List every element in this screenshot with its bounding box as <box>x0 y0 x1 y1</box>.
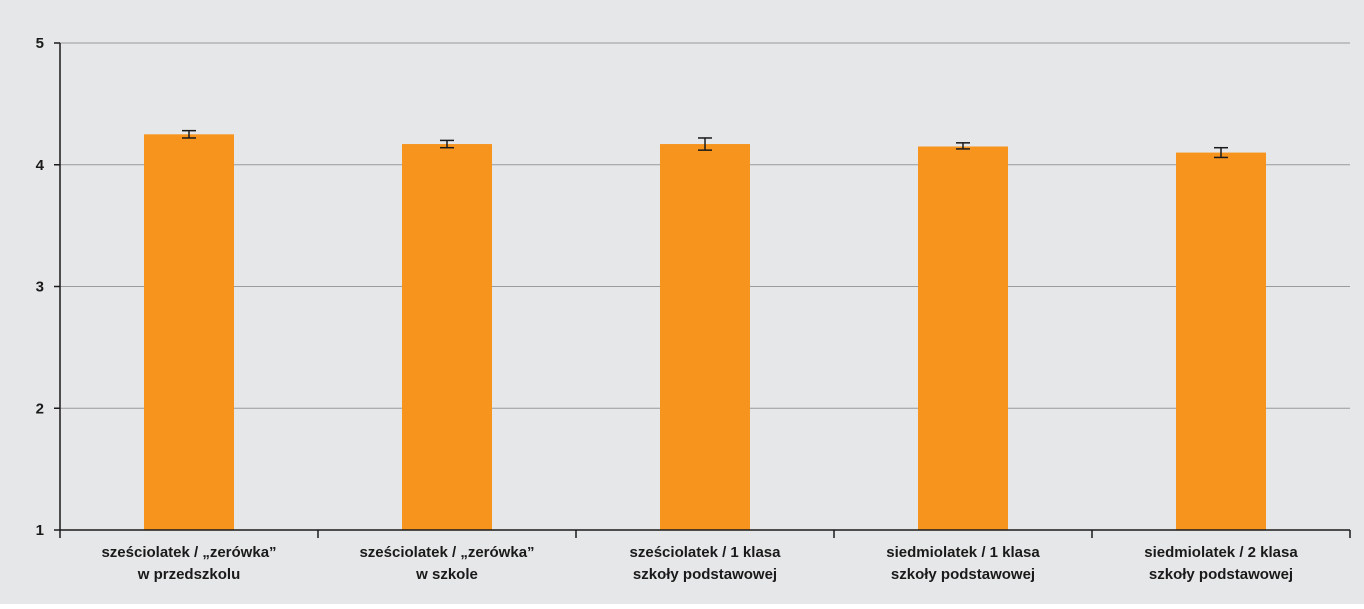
y-tick-label-2: 2 <box>36 400 44 417</box>
x-category-label-line: siedmiolatek / 1 klasa <box>886 544 1040 561</box>
y-tick-labels: 1 2 3 4 5 <box>36 35 45 539</box>
x-category-label-line: siedmiolatek / 2 klasa <box>1144 544 1298 561</box>
x-category-label-line: w szkole <box>415 566 478 583</box>
x-category-labels: sześciolatek / „zerówka” w przedszkolusze… <box>101 544 1298 583</box>
x-category-label-line: szkoły podstawowej <box>633 566 777 583</box>
y-tick-label-3: 3 <box>36 279 44 296</box>
y-tick-label-1: 1 <box>36 522 44 539</box>
x-category-label-2: sześciolatek / 1 klasa szkoły podstawowej <box>630 544 782 583</box>
axes <box>59 43 1351 538</box>
bar-1 <box>402 144 492 531</box>
y-tick-label-4: 4 <box>36 157 45 174</box>
x-category-label-0: sześciolatek / „zerówka” w przedszkolu <box>101 544 276 583</box>
x-category-label-3: siedmiolatek / 1 klasa szkoły podstawowej <box>886 544 1040 583</box>
x-category-label-line: w przedszkolu <box>137 566 241 583</box>
x-category-label-line: szkoły podstawowej <box>891 566 1035 583</box>
error-bars <box>182 129 1228 159</box>
x-category-label-4: siedmiolatek / 2 klasa szkoły podstawowej <box>1144 544 1298 583</box>
bar-0 <box>144 134 234 530</box>
bar-3 <box>918 146 1008 531</box>
x-category-label-line: sześciolatek / 1 klasa <box>630 544 782 561</box>
x-category-label-line: szkoły podstawowej <box>1149 566 1293 583</box>
x-category-label-1: sześciolatek / „zerówka” w szkole <box>359 544 534 583</box>
bar-4 <box>1176 152 1266 530</box>
y-tick-label-5: 5 <box>36 35 44 52</box>
x-category-label-line: sześciolatek / „zerówka” <box>359 544 534 561</box>
bar-2 <box>660 144 750 531</box>
x-category-label-line: sześciolatek / „zerówka” <box>101 544 276 561</box>
bars <box>144 134 1266 531</box>
